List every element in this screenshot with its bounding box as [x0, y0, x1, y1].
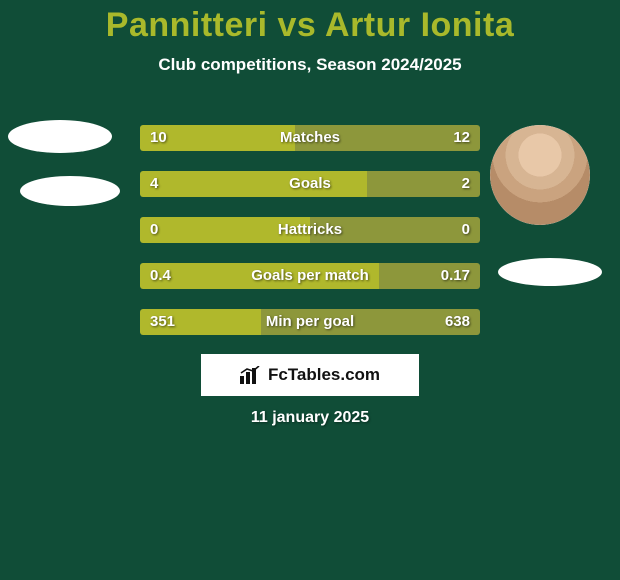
page-title: Pannitteri vs Artur Ionita	[0, 0, 620, 45]
player-left-avatar	[8, 120, 112, 153]
stat-row: 351638Min per goal	[140, 309, 480, 335]
stat-row: 0.40.17Goals per match	[140, 263, 480, 289]
bar-chart-icon	[240, 366, 262, 384]
player-right-flag	[498, 258, 602, 286]
stat-row: 1012Matches	[140, 125, 480, 151]
stat-label: Min per goal	[140, 309, 480, 335]
stat-bars: 1012Matches 42Goals 00Hattricks 0.40.17Goal…	[140, 125, 480, 355]
stat-label: Goals per match	[140, 263, 480, 289]
stat-row: 42Goals	[140, 171, 480, 197]
stat-row: 00Hattricks	[140, 217, 480, 243]
stat-label: Goals	[140, 171, 480, 197]
comparison-canvas: Pannitteri vs Artur Ionita Club competit…	[0, 0, 620, 580]
brand-text: FcTables.com	[268, 365, 380, 385]
player-left-flag	[20, 176, 120, 206]
subtitle: Club competitions, Season 2024/2025	[0, 55, 620, 75]
stat-label: Matches	[140, 125, 480, 151]
date-text: 11 january 2025	[0, 409, 620, 427]
stat-label: Hattricks	[140, 217, 480, 243]
brand-badge: FcTables.com	[201, 354, 419, 396]
avatar-photo-placeholder	[490, 125, 590, 225]
player-right-avatar	[490, 125, 590, 225]
